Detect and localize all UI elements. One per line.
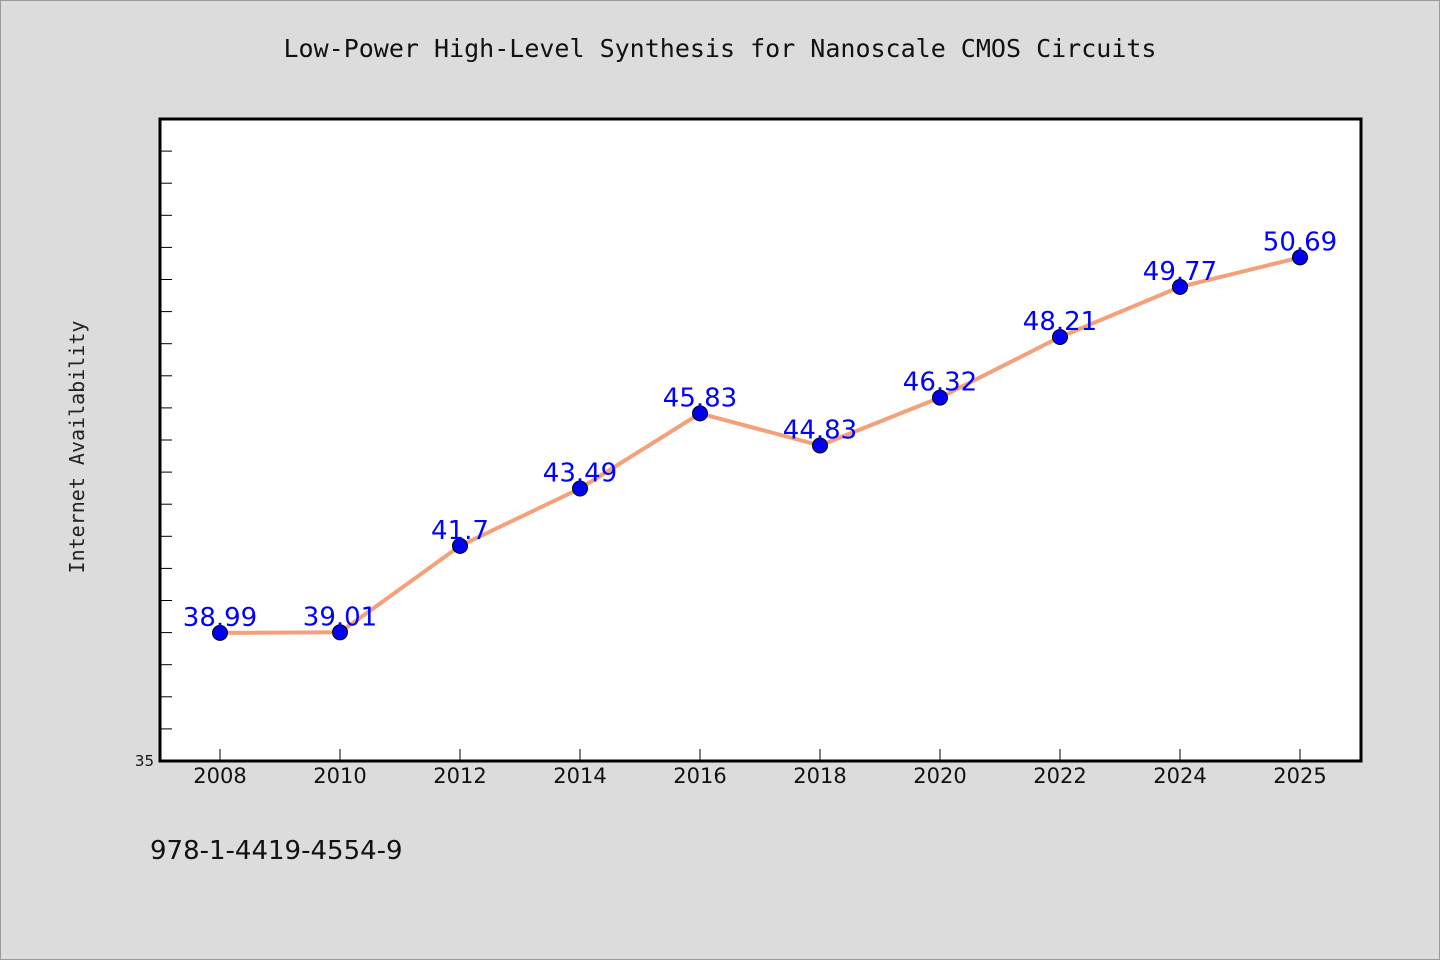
- x-tick-label: 2016: [673, 764, 726, 788]
- x-tick-label: 2008: [193, 764, 246, 788]
- x-tick-label: 2020: [913, 764, 966, 788]
- data-point: [1172, 278, 1188, 295]
- x-tick-label: 2010: [313, 764, 366, 788]
- data-point: [692, 405, 708, 422]
- data-labels-group: 38.99 39.01 41.7 43.49 45.83 44.83 46.32 48.21 4…: [183, 227, 1337, 633]
- chart-title: Low-Power High-Level Synthesis for Nanos…: [283, 34, 1157, 63]
- data-label: 45.83: [663, 383, 737, 413]
- data-point: [332, 624, 348, 641]
- y-tick-label: 35: [135, 752, 154, 770]
- data-label: 50.69: [1263, 227, 1337, 257]
- data-label: 49.77: [1143, 257, 1217, 287]
- x-tick-label: 2025: [1273, 764, 1326, 788]
- data-label: 38.99: [183, 603, 257, 633]
- data-points-group: [212, 249, 1308, 641]
- x-tick-label: 2018: [793, 764, 846, 788]
- data-label: 46.32: [903, 368, 977, 398]
- data-point: [572, 480, 588, 497]
- data-point: [1292, 249, 1308, 266]
- data-label: 44.83: [783, 416, 857, 446]
- x-tick-label: 2022: [1033, 764, 1086, 788]
- footer-isbn: 978-1-4419-4554-9: [150, 836, 403, 866]
- y-axis-ticks: 35: [135, 150, 172, 770]
- data-label: 48.21: [1023, 307, 1097, 337]
- data-label: 41.7: [431, 516, 489, 546]
- data-point: [1052, 329, 1068, 345]
- x-axis-ticks: 2008 2010 2012 2014 2016 2018 2020 2022 2024 2025: [193, 749, 1327, 788]
- data-label: 39.01: [303, 602, 377, 632]
- series-line-group: [218, 255, 1302, 635]
- x-tick-label: 2014: [553, 764, 606, 788]
- data-point: [812, 437, 828, 454]
- series-line: [218, 255, 1302, 635]
- x-tick-label: 2024: [1153, 764, 1206, 788]
- data-point: [932, 389, 948, 406]
- plot-area: [158, 117, 1363, 763]
- data-point: [452, 537, 468, 554]
- data-label: 43.49: [543, 459, 617, 489]
- data-point: [212, 624, 228, 641]
- x-tick-label: 2012: [433, 764, 486, 788]
